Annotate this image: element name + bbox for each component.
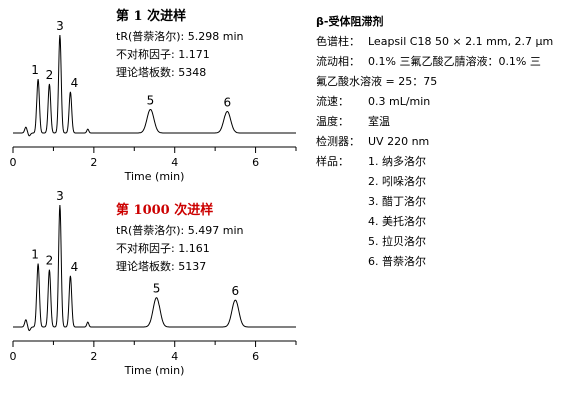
injection-1000-plates: 理论塔板数: 5137 [116, 260, 207, 273]
sample-item: 3. 醋丁洛尔 [368, 195, 426, 208]
peak-label: 2 [46, 68, 54, 82]
x-axis-label: Time (min) [124, 170, 185, 183]
flow-label: 流速： [316, 95, 349, 108]
injection-1-retention-time: tR(普萘洛尔): 5.298 min [116, 30, 244, 43]
detector-row: 检测器： UV 220 nm [316, 132, 553, 152]
peak-label: 6 [232, 284, 240, 298]
injection-1-plates: 理论塔板数: 5348 [116, 66, 207, 79]
injection-1-asymmetry: 不对称因子: 1.171 [116, 48, 210, 61]
mobile-phase-value-cont: 氟乙酸水溶液 = 25：75 [316, 75, 438, 88]
detector-label: 检测器： [316, 135, 360, 148]
method-title: β-受体阻滞剂 [316, 15, 384, 28]
x-tick-label: 2 [90, 156, 97, 169]
column-value: Leapsil C18 50 × 2.1 mm, 2.7 μm [368, 35, 554, 48]
temperature-label: 温度： [316, 115, 349, 128]
sample-item: 4. 美托洛尔 [368, 215, 426, 228]
peak-label: 4 [71, 260, 79, 274]
detector-value: UV 220 nm [368, 135, 430, 148]
x-tick-label: 4 [171, 156, 178, 169]
peak-label: 5 [153, 282, 161, 296]
peak-label: 2 [46, 254, 54, 268]
sample-item: 1. 纳多洛尔 [368, 155, 426, 168]
mobile-phase-value: 0.1% 三氟乙酸乙腈溶液：0.1% 三 [368, 55, 541, 68]
x-tick-label: 0 [10, 156, 17, 169]
method-conditions: β-受体阻滞剂 色谱柱： Leapsil C18 50 × 2.1 mm, 2.… [316, 12, 553, 272]
peak-label: 4 [71, 76, 79, 90]
injection-1-title: 第 1 次进样 [116, 9, 187, 24]
flow-value: 0.3 mL/min [368, 95, 431, 108]
chromatogram-trace [13, 204, 296, 332]
x-axis-label: Time (min) [124, 364, 185, 377]
column-row: 色谱柱： Leapsil C18 50 × 2.1 mm, 2.7 μm [316, 32, 553, 52]
injection-1000-title: 第 1000 次进样 [116, 203, 214, 218]
x-tick-label: 6 [252, 350, 259, 363]
mobile-phase-row-cont: 氟乙酸水溶液 = 25：75 [316, 72, 553, 92]
samples-list: 1. 纳多洛尔 2. 吲哚洛尔 3. 醋丁洛尔 4. 美托洛尔 5. 拉贝洛尔 … [368, 152, 553, 272]
sample-item: 2. 吲哚洛尔 [368, 175, 426, 188]
peak-label: 1 [31, 63, 39, 77]
injection-1000-info: 第 1000 次进样 tR(普萘洛尔): 5.497 min 不对称因子: 1.… [116, 202, 243, 276]
temperature-row: 温度： 室温 [316, 112, 553, 132]
peak-label: 6 [223, 95, 231, 109]
samples-label: 样品： [316, 155, 349, 168]
injection-1000-retention-time: tR(普萘洛尔): 5.497 min [116, 224, 244, 237]
peak-label: 3 [56, 19, 64, 33]
column-label: 色谱柱： [316, 35, 360, 48]
mobile-phase-label: 流动相： [316, 55, 360, 68]
temperature-value: 室温 [368, 115, 390, 128]
x-tick-label: 4 [171, 350, 178, 363]
peak-label: 3 [56, 189, 64, 203]
injection-1000-asymmetry: 不对称因子: 1.161 [116, 242, 210, 255]
sample-item: 5. 拉贝洛尔 [368, 235, 426, 248]
x-tick-label: 6 [252, 156, 259, 169]
samples-row: 样品： 1. 纳多洛尔 2. 吲哚洛尔 3. 醋丁洛尔 4. 美托洛尔 5. 拉… [316, 152, 553, 272]
flow-row: 流速： 0.3 mL/min [316, 92, 553, 112]
sample-item: 6. 普萘洛尔 [368, 255, 426, 268]
mobile-phase-row: 流动相： 0.1% 三氟乙酸乙腈溶液：0.1% 三 [316, 52, 553, 72]
chromatogram-trace [13, 34, 296, 137]
x-tick-label: 0 [10, 350, 17, 363]
x-tick-label: 2 [90, 350, 97, 363]
peak-label: 5 [147, 93, 155, 107]
peak-label: 1 [31, 248, 39, 262]
injection-1-info: 第 1 次进样 tR(普萘洛尔): 5.298 min 不对称因子: 1.171… [116, 8, 243, 82]
